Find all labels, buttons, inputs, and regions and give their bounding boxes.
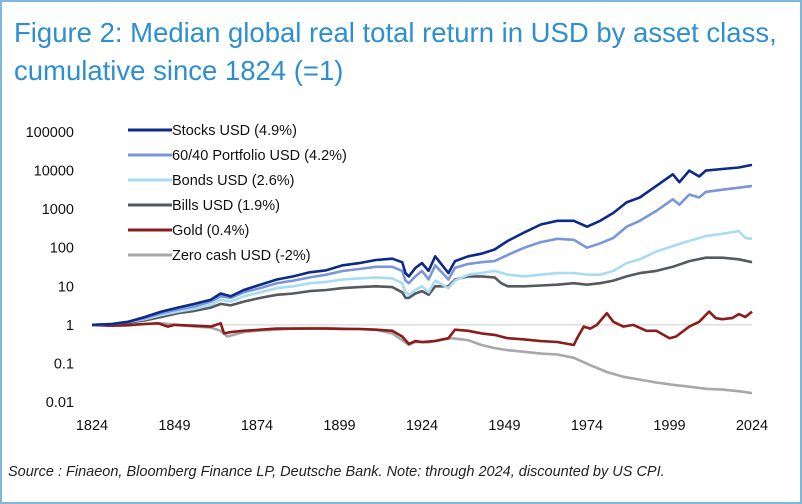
x-tick-label: 1899: [323, 418, 355, 434]
legend-label: Gold (0.4%): [172, 223, 249, 239]
x-tick-label: 2024: [736, 418, 768, 434]
series-line-4: [91, 310, 753, 347]
series-line-5: [91, 322, 753, 395]
x-tick-label: 1949: [488, 418, 520, 434]
y-tick-label: 10000: [34, 164, 74, 180]
y-tick-label: 100: [50, 241, 74, 257]
y-axis-ticks: 100000 10000 1000 100 10 1 0.1 0.01: [26, 125, 74, 411]
chart-title: Figure 2: Median global real total retur…: [14, 17, 777, 86]
series-layer: [91, 163, 753, 395]
x-axis-ticks: 1824 1849 1874 1899 1924 1949 1974 1999 2024: [76, 418, 768, 434]
series-line-3: [91, 256, 753, 327]
series-line-1: [91, 184, 753, 327]
legend-label: Bills USD (1.9%): [172, 198, 280, 214]
y-tick-label: 10: [58, 279, 74, 295]
y-tick-label: 1: [66, 318, 74, 334]
series-line-0: [91, 163, 753, 327]
x-tick-label: 1924: [406, 418, 438, 434]
x-tick-label: 1849: [158, 418, 190, 434]
source-note: Source : Finaeon, Bloomberg Finance LP, …: [8, 464, 665, 480]
y-tick-label: 1000: [42, 202, 74, 218]
line-chart: 100000 10000 1000 100 10 1 0.1 0.01 1824 1849 187…: [26, 123, 769, 434]
y-tick-label: 100000: [26, 125, 74, 141]
legend-label: Stocks USD (4.9%): [172, 123, 297, 139]
y-tick-label: 0.1: [54, 356, 74, 372]
legend: Stocks USD (4.9%) 60/40 Portfolio USD (4.…: [128, 123, 347, 264]
x-tick-label: 1974: [571, 418, 603, 434]
x-tick-label: 1874: [241, 418, 273, 434]
x-tick-label: 1824: [76, 418, 108, 434]
legend-label: 60/40 Portfolio USD (4.2%): [172, 148, 347, 164]
legend-label: Zero cash USD (-2%): [172, 248, 311, 264]
series-line-2: [91, 229, 753, 327]
legend-label: Bonds USD (2.6%): [172, 173, 295, 189]
y-tick-label: 0.01: [46, 395, 74, 411]
x-tick-label: 1999: [653, 418, 685, 434]
